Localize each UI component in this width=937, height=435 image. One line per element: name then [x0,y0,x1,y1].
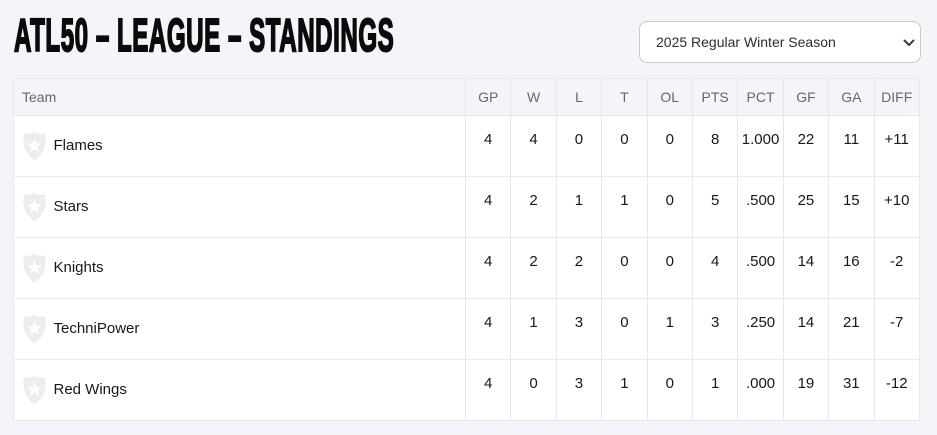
svg-text:ATL50 – LEAGUE – STANDINGS: ATL50 – LEAGUE – STANDINGS [14,10,394,61]
